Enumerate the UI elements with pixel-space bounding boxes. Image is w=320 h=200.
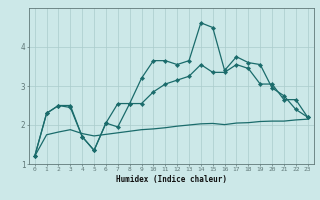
X-axis label: Humidex (Indice chaleur): Humidex (Indice chaleur) <box>116 175 227 184</box>
